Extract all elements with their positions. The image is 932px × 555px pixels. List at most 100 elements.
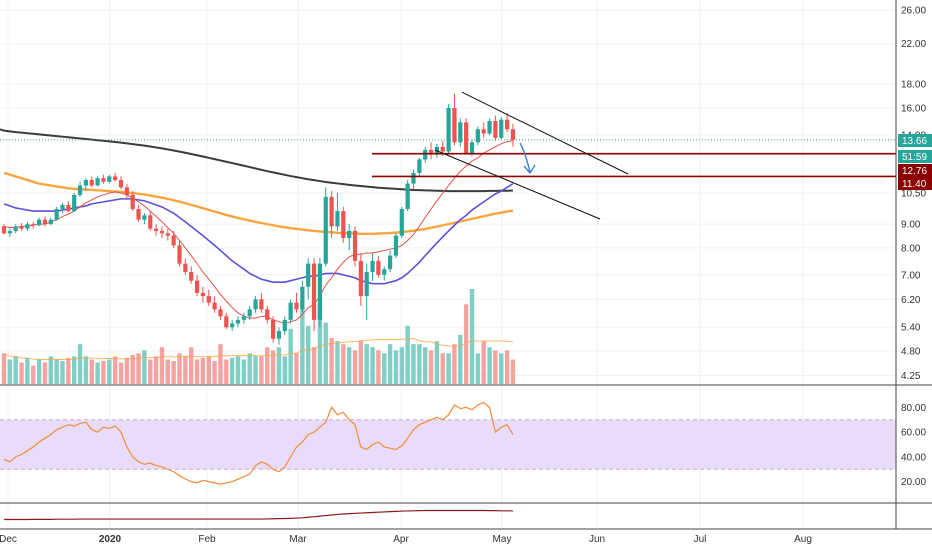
candle-body[interactable] bbox=[247, 309, 252, 317]
candle-body[interactable] bbox=[31, 224, 36, 226]
candle-body[interactable] bbox=[276, 331, 282, 339]
candle-body[interactable] bbox=[230, 323, 235, 328]
candle-body[interactable] bbox=[72, 194, 77, 212]
candle-body[interactable] bbox=[358, 260, 363, 297]
candle-body[interactable] bbox=[475, 129, 480, 143]
price-axis-label: 6.20 bbox=[901, 295, 921, 306]
candle-body[interactable] bbox=[212, 302, 217, 310]
candle-body[interactable] bbox=[306, 263, 311, 287]
candle-body[interactable] bbox=[300, 286, 305, 310]
candle-body[interactable] bbox=[177, 245, 182, 264]
candle-body[interactable] bbox=[130, 194, 135, 210]
candle-body[interactable] bbox=[464, 122, 469, 154]
candle-body[interactable] bbox=[54, 209, 59, 220]
price-candles[interactable] bbox=[1, 93, 516, 345]
candle-body[interactable] bbox=[481, 129, 486, 134]
candle-body[interactable] bbox=[253, 299, 258, 310]
candle-body[interactable] bbox=[364, 271, 369, 297]
candle-body[interactable] bbox=[124, 187, 129, 195]
candle-body[interactable] bbox=[113, 176, 118, 180]
candle-body[interactable] bbox=[189, 271, 194, 281]
candle-body[interactable] bbox=[352, 230, 358, 261]
candle-body[interactable] bbox=[183, 263, 188, 272]
candle-body[interactable] bbox=[411, 172, 416, 184]
candle-body[interactable] bbox=[206, 296, 211, 303]
candle-body[interactable] bbox=[487, 121, 492, 134]
candle-body[interactable] bbox=[60, 204, 65, 210]
candle-body[interactable] bbox=[458, 122, 463, 143]
candle-body[interactable] bbox=[7, 230, 12, 234]
candle-body[interactable] bbox=[95, 178, 100, 186]
candle-body[interactable] bbox=[347, 230, 352, 239]
volume-bar bbox=[499, 353, 504, 384]
candle-body[interactable] bbox=[399, 209, 404, 236]
candle-body[interactable] bbox=[440, 146, 445, 152]
candle-body[interactable] bbox=[159, 230, 165, 234]
candle-body[interactable] bbox=[107, 176, 112, 182]
candle-body[interactable] bbox=[165, 233, 170, 236]
candle-body[interactable] bbox=[505, 119, 510, 130]
volume-bar bbox=[89, 359, 94, 384]
candle-body[interactable] bbox=[452, 108, 457, 143]
candle-body[interactable] bbox=[370, 260, 375, 272]
candle-body[interactable] bbox=[393, 235, 399, 256]
volume-bar bbox=[48, 356, 53, 384]
candle-body[interactable] bbox=[66, 204, 71, 212]
price-axis-label: 22.00 bbox=[901, 39, 926, 50]
candle-body[interactable] bbox=[423, 149, 428, 160]
price-axis[interactable]: 26.0022.0018.0016.0014.0010.509.008.007.… bbox=[898, 6, 932, 489]
candle-body[interactable] bbox=[388, 255, 393, 270]
candle-body[interactable] bbox=[382, 269, 387, 275]
candle-body[interactable] bbox=[317, 263, 322, 320]
drawings[interactable] bbox=[372, 91, 896, 220]
candle-body[interactable] bbox=[265, 309, 270, 320]
candle-body[interactable] bbox=[13, 226, 18, 231]
candle-body[interactable] bbox=[271, 319, 276, 339]
candle-body[interactable] bbox=[77, 185, 83, 195]
candle-body[interactable] bbox=[218, 309, 223, 317]
candle-body[interactable] bbox=[142, 215, 147, 220]
volume-bar bbox=[423, 347, 428, 384]
candle-body[interactable] bbox=[89, 179, 94, 186]
candle-body[interactable] bbox=[37, 219, 42, 226]
candle-body[interactable] bbox=[224, 316, 229, 328]
candle-body[interactable] bbox=[148, 215, 153, 229]
candle-body[interactable] bbox=[118, 179, 124, 188]
candle-body[interactable] bbox=[428, 149, 434, 155]
candle-body[interactable] bbox=[323, 196, 328, 264]
candle-body[interactable] bbox=[25, 224, 30, 229]
candle-body[interactable] bbox=[376, 260, 381, 275]
candle-body[interactable] bbox=[282, 319, 287, 332]
candle-body[interactable] bbox=[194, 280, 200, 293]
candle-body[interactable] bbox=[341, 211, 346, 239]
candle-body[interactable] bbox=[311, 263, 317, 320]
lower-trendline[interactable] bbox=[434, 149, 601, 220]
candle-body[interactable] bbox=[294, 302, 299, 310]
candle-body[interactable] bbox=[1, 226, 7, 234]
candle-body[interactable] bbox=[329, 196, 334, 227]
candle-body[interactable] bbox=[200, 292, 205, 297]
upper-trendline[interactable] bbox=[461, 91, 629, 175]
candle-body[interactable] bbox=[136, 209, 141, 220]
candle-body[interactable] bbox=[499, 119, 504, 138]
candle-body[interactable] bbox=[235, 319, 241, 324]
candle-body[interactable] bbox=[469, 142, 475, 154]
candle-body[interactable] bbox=[446, 108, 451, 152]
candle-body[interactable] bbox=[48, 219, 53, 225]
candle-body[interactable] bbox=[154, 228, 159, 231]
candle-body[interactable] bbox=[101, 178, 106, 182]
candle-body[interactable] bbox=[510, 129, 516, 140]
candle-body[interactable] bbox=[19, 226, 24, 229]
candle-body[interactable] bbox=[171, 235, 176, 246]
candle-body[interactable] bbox=[288, 302, 293, 320]
candle-body[interactable] bbox=[241, 316, 246, 320]
candle-body[interactable] bbox=[405, 183, 410, 210]
candle-body[interactable] bbox=[417, 159, 422, 173]
candle-body[interactable] bbox=[493, 121, 498, 138]
time-axis[interactable]: Dec 2020 Feb Mar Apr May Jun Jul Aug bbox=[0, 534, 812, 545]
candle-body[interactable] bbox=[259, 299, 264, 310]
candle-body[interactable] bbox=[335, 211, 340, 227]
candle-body[interactable] bbox=[42, 219, 48, 225]
candle-body[interactable] bbox=[83, 179, 88, 186]
